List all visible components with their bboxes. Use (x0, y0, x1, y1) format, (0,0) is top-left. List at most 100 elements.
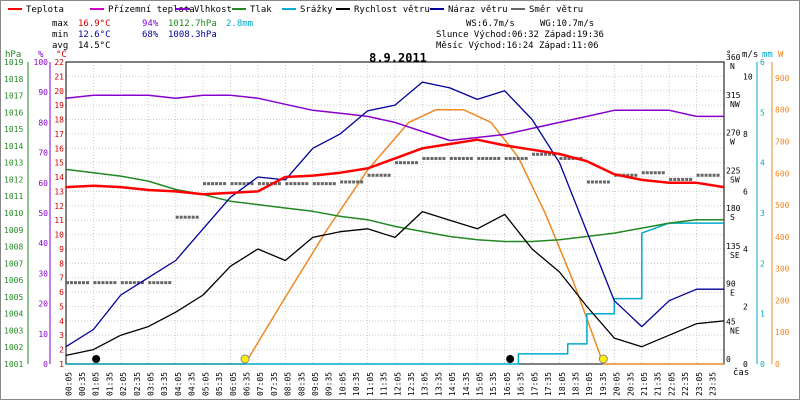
series-pressure (65, 168, 724, 243)
wind-dir-point (242, 182, 246, 186)
time-tick-label: 03:35 (160, 372, 169, 396)
c-tick-label: 20 (54, 87, 64, 96)
deg-tick-label: 45 (726, 317, 736, 326)
wind-dir-point (399, 161, 402, 165)
chart-title: 8.9.2011 (369, 51, 427, 65)
wind-dir-point (438, 156, 442, 160)
stat-moon: Měsíc Východ:16:24 Západ:11:06 (436, 41, 599, 51)
wind-dir-point (371, 173, 375, 177)
pct-tick-label: 80 (38, 118, 48, 127)
time-tick-label: 16:35 (517, 372, 526, 396)
c-tick-label: 13 (54, 187, 64, 196)
plot-area (65, 61, 725, 365)
c-tick-label: 22 (54, 58, 64, 67)
wind-dir-point (379, 173, 383, 177)
wind-dir-point (215, 182, 219, 186)
time-tick-label: 19:35 (599, 372, 608, 396)
wind-dir-point (344, 180, 348, 184)
hpa-tick-label: 1019 (4, 58, 23, 67)
legend-label: Náraz větru (448, 5, 508, 15)
time-tick-label: 18:05 (558, 372, 567, 396)
c-tick-label: 1 (59, 360, 64, 369)
wind-dir-point (442, 156, 446, 160)
legend-label: Srážky (300, 5, 333, 15)
wind-dir-point (653, 171, 657, 175)
time-tick-label: 12:05 (393, 372, 402, 396)
wind-dir-point (630, 173, 634, 177)
ms-tick-label: 10 (743, 72, 753, 81)
c-tick-label: 19 (54, 101, 64, 110)
sun-marker (598, 354, 608, 364)
mm-tick-label: 0 (760, 360, 765, 369)
time-tick-label: 23:35 (709, 372, 718, 396)
pct-tick-label: 40 (38, 239, 48, 248)
hpa-tick-label: 1007 (4, 259, 23, 268)
hpa-tick-label: 1010 (4, 209, 23, 218)
w-tick-label: 800 (775, 106, 790, 115)
c-tick-label: 21 (54, 72, 64, 81)
series-rain (66, 222, 724, 365)
w-tick-label: 300 (775, 265, 790, 274)
stat-min-press: 1008.3hPa (168, 30, 217, 40)
mm-tick-label: 2 (760, 259, 765, 268)
wind-dir-point (469, 156, 473, 160)
wind-dir-point (669, 177, 673, 181)
wind-dir-point (265, 182, 269, 186)
mm-tick-label: 5 (760, 108, 765, 117)
wind-dir-point (532, 152, 536, 156)
stat-sun: Slunce Východ:06:32 Západ:19:36 (436, 30, 604, 40)
mm-tick-label: 1 (760, 310, 765, 319)
wind-dir-point (250, 182, 254, 186)
time-tick-label: 14:05 (448, 372, 457, 396)
wind-dir-point (559, 156, 563, 160)
stat-max-temp: 16.9°C (78, 19, 111, 29)
time-tick-label: 11:05 (366, 372, 375, 396)
axis-title-c: °C (56, 50, 67, 60)
c-tick-label: 12 (54, 202, 64, 211)
axis-title-hpa: hPa (5, 50, 21, 60)
wind-dir-point (457, 156, 461, 160)
hpa-tick-label: 1008 (4, 243, 23, 252)
rain-event-marker (506, 355, 515, 363)
stat-max-rain: 2.8mm (226, 19, 253, 29)
wind-dir-point (136, 281, 140, 285)
hpa-tick-label: 1014 (4, 142, 23, 151)
wind-dir-point (536, 152, 540, 156)
w-tick-label: 900 (775, 74, 790, 83)
c-tick-label: 8 (59, 259, 64, 268)
sun-marker (240, 354, 250, 364)
hpa-tick-label: 1011 (4, 192, 23, 201)
wind-dir-point (140, 281, 144, 285)
w-tick-label: 700 (775, 137, 790, 146)
wind-dir-point (586, 180, 590, 184)
time-tick-label: 12:35 (407, 372, 416, 396)
wind-dir-point (520, 156, 524, 160)
dir-tick-label: N (730, 62, 735, 71)
wind-dir-point (375, 173, 379, 177)
hpa-tick-label: 1006 (4, 276, 23, 285)
series-solar (66, 108, 724, 365)
time-tick-label: 19:05 (585, 372, 594, 396)
legend-label: Přízemní teplota (108, 5, 195, 15)
c-tick-label: 4 (59, 317, 64, 326)
wind-dir-point (203, 182, 207, 186)
c-tick-label: 3 (59, 331, 64, 340)
wind-dir-point (238, 182, 242, 186)
stats-panel: max 16.9°C 94% 1012.7hPa 2.8mm min 12.6°C 68% 10… (52, 19, 604, 51)
rain-event-marker (92, 355, 101, 363)
time-tick-label: 04:05 (174, 372, 183, 396)
w-tick-label: 200 (775, 296, 790, 305)
wind-dir-point (465, 156, 469, 160)
wind-dir-point (430, 156, 434, 160)
wind-dir-point (320, 182, 324, 186)
wind-dir-point (508, 156, 512, 160)
wind-dir-point (356, 180, 360, 184)
wind-dir-point (598, 180, 602, 184)
legend-label: Směr větru (529, 5, 583, 15)
wind-dir-point (563, 156, 567, 160)
wind-dir-point (132, 281, 136, 285)
hpa-tick-label: 1009 (4, 226, 23, 235)
wind-dir-point (93, 281, 97, 285)
wind-dir-point (477, 156, 481, 160)
